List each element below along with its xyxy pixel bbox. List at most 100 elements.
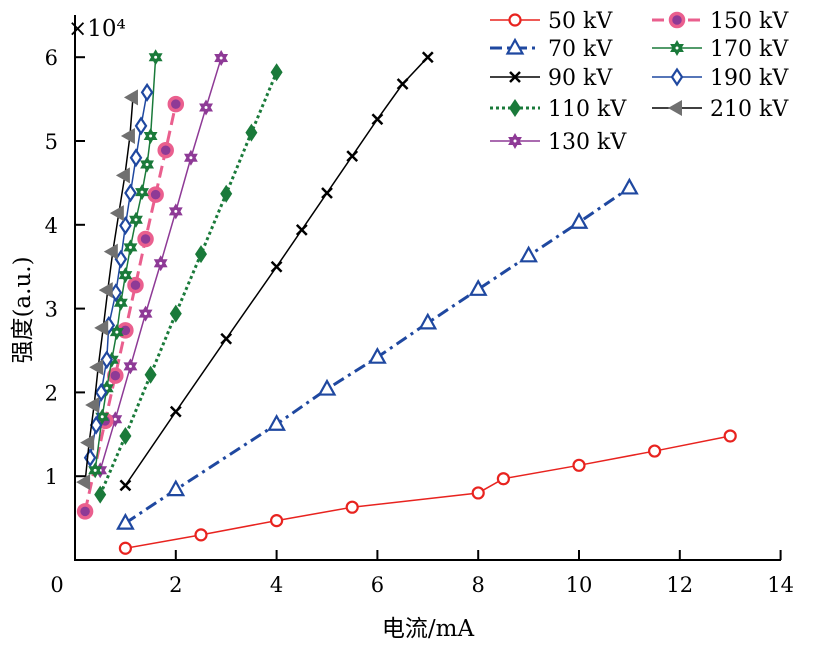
series-170-kv xyxy=(88,49,163,479)
data-point xyxy=(147,186,164,203)
data-point-center xyxy=(134,218,138,222)
legend-item[interactable]: 150 kV xyxy=(652,9,789,34)
legend-label: 90 kV xyxy=(548,66,613,91)
data-point xyxy=(120,127,135,144)
data-point xyxy=(505,37,525,55)
legend-label: 210 kV xyxy=(710,97,789,122)
y-tick-label: 4 xyxy=(45,214,58,238)
data-point xyxy=(109,205,124,222)
data-point xyxy=(220,184,233,203)
data-point xyxy=(119,479,132,492)
data-point xyxy=(245,123,258,142)
data-point xyxy=(270,514,284,528)
data-point xyxy=(140,82,154,102)
legend-item[interactable]: 70 kV xyxy=(490,37,613,62)
data-point xyxy=(647,444,662,458)
x-tick-label: 4 xyxy=(270,573,283,597)
series-line xyxy=(98,71,278,496)
data-point xyxy=(723,429,737,443)
legend-item[interactable]: 190 kV xyxy=(652,66,789,91)
data-point xyxy=(368,346,387,364)
data-point xyxy=(371,113,384,126)
legend-item[interactable]: 130 kV xyxy=(490,130,627,155)
data-point-center xyxy=(154,55,158,59)
data-point xyxy=(129,148,143,168)
data-point xyxy=(124,183,137,203)
data-point-center xyxy=(204,105,208,109)
legend-item[interactable]: 210 kV xyxy=(652,97,789,122)
data-point-center xyxy=(128,245,132,249)
x-tick-label: 0 xyxy=(50,573,63,597)
legend-label: 70 kV xyxy=(548,37,613,62)
data-point-center xyxy=(149,134,153,138)
data-point xyxy=(317,378,337,396)
legend-label: 170 kV xyxy=(710,37,789,62)
data-point xyxy=(195,245,207,264)
legend-label: 110 kV xyxy=(548,97,627,122)
y-axis-label: 强度(a.u.) xyxy=(10,256,36,363)
data-point xyxy=(76,474,91,491)
x-tick-label: 10 xyxy=(566,573,593,597)
data-point xyxy=(94,485,107,504)
data-point xyxy=(194,528,208,542)
series-line xyxy=(124,56,429,486)
legend-label: 150 kV xyxy=(710,9,789,34)
series-line xyxy=(125,435,731,550)
y-multiplier: ×10⁴ xyxy=(68,16,126,42)
data-point xyxy=(471,486,485,500)
data-point xyxy=(346,150,359,162)
series-line xyxy=(83,103,178,512)
data-point xyxy=(267,413,286,431)
data-point xyxy=(89,359,104,376)
data-point xyxy=(508,13,522,27)
series-130-kv xyxy=(93,50,229,479)
series-line xyxy=(124,186,631,525)
data-point xyxy=(89,415,103,435)
data-point xyxy=(620,177,639,195)
y-tick-label: 3 xyxy=(45,298,58,322)
y-tick-label: 2 xyxy=(45,381,58,405)
series-50-kv xyxy=(118,429,737,555)
data-point-center xyxy=(219,56,223,60)
data-point xyxy=(519,245,538,263)
data-point-center xyxy=(115,330,119,334)
data-point xyxy=(116,512,135,530)
data-point xyxy=(295,223,308,236)
legend-label: 190 kV xyxy=(710,66,789,91)
series-150-kv xyxy=(76,95,185,520)
data-point xyxy=(418,312,438,330)
legend-item[interactable]: 110 kV xyxy=(490,97,627,122)
data-point xyxy=(468,279,488,296)
x-axis-label: 电流/mA xyxy=(382,616,475,642)
data-point-center xyxy=(140,190,144,194)
legend-item[interactable]: 170 kV xyxy=(652,37,789,62)
data-point xyxy=(345,500,359,514)
data-point xyxy=(668,11,686,29)
y-tick-label: 1 xyxy=(45,465,58,489)
data-point xyxy=(85,396,100,413)
series-110-kv xyxy=(94,63,283,504)
x-tick-label: 6 xyxy=(371,573,384,597)
data-point xyxy=(670,67,684,87)
data-point xyxy=(144,365,157,384)
data-point-center xyxy=(145,162,149,166)
data-point xyxy=(157,141,174,159)
legend-item[interactable]: 50 kV xyxy=(490,9,613,34)
data-point-center xyxy=(159,261,163,265)
data-point-center xyxy=(113,417,117,421)
data-point xyxy=(94,319,109,336)
legend-item[interactable]: 90 kV xyxy=(490,66,613,91)
data-point-center xyxy=(144,312,148,316)
data-point xyxy=(103,243,118,260)
x-tick-label: 2 xyxy=(169,573,182,597)
data-point xyxy=(572,458,586,472)
data-point xyxy=(496,472,510,486)
data-point xyxy=(169,405,182,418)
y-tick-label: 5 xyxy=(45,130,58,154)
data-point xyxy=(137,230,154,248)
data-point xyxy=(76,503,94,520)
data-point xyxy=(100,350,114,370)
series-90-kv xyxy=(119,51,434,492)
data-point-center xyxy=(119,301,123,305)
data-point xyxy=(107,367,124,384)
